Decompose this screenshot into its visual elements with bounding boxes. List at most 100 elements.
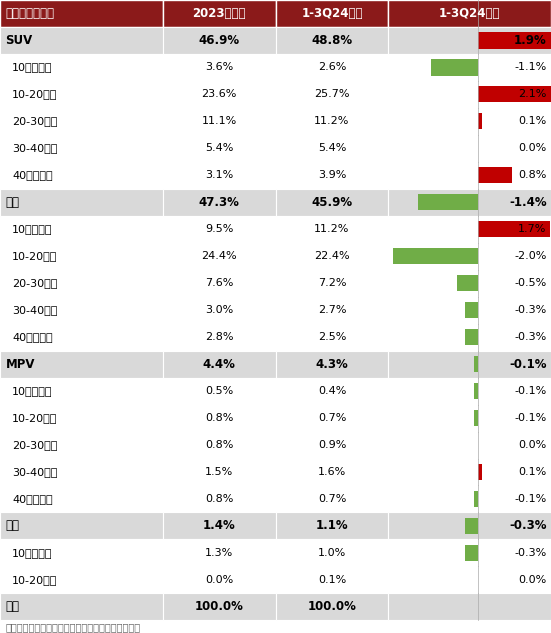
Bar	[276, 162, 388, 189]
Bar	[0, 486, 163, 513]
Text: -0.1%: -0.1%	[514, 494, 547, 504]
Text: 0.8%: 0.8%	[205, 494, 233, 504]
Text: 46.9%: 46.9%	[198, 34, 240, 47]
Text: -0.1%: -0.1%	[514, 413, 547, 423]
Text: 11.2%: 11.2%	[314, 224, 350, 234]
Text: -1.4%: -1.4%	[509, 196, 547, 209]
Bar	[388, 135, 551, 162]
Bar	[163, 81, 276, 108]
Bar	[465, 518, 478, 534]
Text: 0.1%: 0.1%	[518, 467, 547, 477]
Text: MPV: MPV	[6, 358, 35, 370]
Bar	[0, 242, 163, 270]
Bar	[478, 221, 550, 237]
Text: 1.1%: 1.1%	[316, 520, 348, 532]
Text: 3.0%: 3.0%	[205, 305, 233, 315]
Text: 9.5%: 9.5%	[205, 224, 233, 234]
Text: 5.4%: 5.4%	[205, 143, 233, 153]
Bar	[276, 54, 388, 81]
Bar	[388, 539, 551, 567]
Text: 2.1%: 2.1%	[518, 89, 547, 99]
Bar	[163, 567, 276, 593]
Bar	[163, 458, 276, 486]
Text: 7.6%: 7.6%	[205, 278, 233, 288]
Text: 11.1%: 11.1%	[202, 116, 236, 127]
Text: 2.8%: 2.8%	[205, 332, 233, 342]
Bar	[388, 323, 551, 351]
Text: 40万元以上: 40万元以上	[12, 494, 53, 504]
Bar	[276, 27, 388, 54]
Bar	[0, 567, 163, 593]
Text: -0.5%: -0.5%	[514, 278, 547, 288]
Bar	[0, 351, 163, 378]
Bar	[388, 567, 551, 593]
Text: 1.9%: 1.9%	[514, 34, 547, 47]
Bar	[388, 27, 551, 54]
Text: 100.0%: 100.0%	[195, 600, 244, 613]
Bar	[388, 162, 551, 189]
Bar	[478, 167, 512, 184]
Text: 20-30万元: 20-30万元	[12, 440, 57, 450]
Bar	[0, 81, 163, 108]
Text: 10-20万元: 10-20万元	[12, 89, 57, 99]
Bar	[0, 135, 163, 162]
Text: 0.8%: 0.8%	[518, 170, 547, 180]
Bar	[163, 432, 276, 458]
Bar	[163, 539, 276, 567]
Bar	[388, 404, 551, 432]
Text: 10万元以下: 10万元以下	[12, 63, 53, 72]
Bar	[474, 383, 478, 399]
Text: 100.0%: 100.0%	[307, 600, 356, 613]
Bar	[388, 432, 551, 458]
Text: 0.0%: 0.0%	[518, 575, 547, 585]
Text: 1.0%: 1.0%	[318, 548, 346, 558]
Bar	[478, 113, 482, 130]
Bar	[163, 513, 276, 539]
Text: 3.1%: 3.1%	[205, 170, 233, 180]
Text: 1.4%: 1.4%	[203, 520, 235, 532]
Bar	[388, 458, 551, 486]
Text: 0.1%: 0.1%	[318, 575, 346, 585]
Text: 轿车: 轿车	[6, 196, 19, 209]
Text: -0.1%: -0.1%	[509, 358, 547, 370]
Bar	[276, 0, 388, 27]
Bar	[163, 135, 276, 162]
Text: 0.5%: 0.5%	[205, 386, 233, 396]
Bar	[388, 270, 551, 297]
Text: 0.0%: 0.0%	[205, 575, 233, 585]
Bar	[163, 0, 276, 27]
Text: 5.4%: 5.4%	[318, 143, 346, 153]
Text: 总计: 总计	[6, 600, 19, 613]
Bar	[276, 323, 388, 351]
Text: 22.4%: 22.4%	[314, 251, 350, 261]
Bar	[276, 378, 388, 404]
Bar	[465, 302, 478, 318]
Text: 10-20万元: 10-20万元	[12, 251, 57, 261]
Bar	[276, 539, 388, 567]
Bar	[163, 593, 276, 620]
Text: -0.3%: -0.3%	[514, 548, 547, 558]
Bar	[163, 378, 276, 404]
Bar	[0, 432, 163, 458]
Bar	[393, 248, 478, 265]
Text: 0.8%: 0.8%	[205, 440, 233, 450]
Bar	[163, 351, 276, 378]
Bar	[388, 216, 551, 242]
Bar	[474, 356, 478, 372]
Text: 10-20万元: 10-20万元	[12, 575, 57, 585]
Text: 20-30万元: 20-30万元	[12, 116, 57, 127]
Bar	[163, 404, 276, 432]
Bar	[163, 189, 276, 216]
Bar	[276, 108, 388, 135]
Text: 30-40万元: 30-40万元	[12, 305, 57, 315]
Bar	[0, 404, 163, 432]
Text: 40万元以上: 40万元以上	[12, 170, 53, 180]
Bar	[276, 513, 388, 539]
Bar	[276, 297, 388, 323]
Bar	[163, 108, 276, 135]
Bar	[388, 81, 551, 108]
Text: 0.4%: 0.4%	[318, 386, 346, 396]
Text: 48.8%: 48.8%	[311, 34, 353, 47]
Bar	[276, 404, 388, 432]
Bar	[0, 539, 163, 567]
